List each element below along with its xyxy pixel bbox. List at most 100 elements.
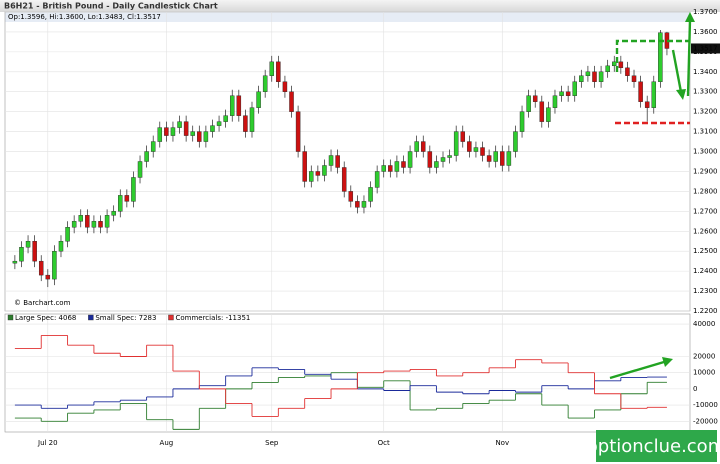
candle-body: [256, 91, 261, 108]
candle-body: [500, 151, 505, 166]
candle-body: [104, 215, 110, 228]
y-tick-label: 1.2200: [693, 307, 718, 315]
candle-body: [309, 171, 314, 182]
legend-swatch: [88, 314, 94, 321]
candle-body: [78, 215, 83, 222]
info-strip: [5, 12, 690, 22]
candle-body: [295, 111, 301, 152]
candle-body: [467, 141, 472, 152]
candle-body: [216, 121, 222, 126]
candle-body: [631, 75, 637, 82]
ohlc-info: Op:1.3596, Hi:1.3600, Lo:1.3483, Cl:1.35…: [8, 13, 161, 21]
y-tick-label: 20000: [693, 352, 715, 360]
resistance-line: [615, 39, 690, 72]
legend-label: Large Spec: 4068: [15, 314, 76, 322]
candle-body: [315, 171, 321, 176]
candle-body: [170, 127, 176, 136]
x-tick-label: Aug: [160, 439, 174, 447]
watermark-box: [596, 430, 717, 462]
x-tick-label: Sep: [265, 439, 279, 447]
candle-body: [592, 71, 597, 82]
y-tick-label: 1.3300: [693, 88, 718, 96]
candle-body: [388, 165, 393, 172]
candle-body: [243, 115, 248, 132]
candle-body: [341, 167, 347, 192]
candle-body: [440, 157, 446, 162]
candle-body: [124, 195, 130, 202]
candle-body: [65, 227, 70, 242]
candle-body: [58, 241, 64, 252]
arrow-up: [686, 19, 692, 97]
candle-body: [328, 155, 334, 166]
candle-body: [381, 165, 386, 172]
y-tick-label: 1.3400: [693, 68, 718, 76]
candle-body: [539, 101, 545, 122]
candle-body: [12, 260, 18, 264]
candle-body: [361, 201, 367, 208]
y-tick-label: 0: [693, 385, 697, 393]
candle-body: [302, 151, 307, 182]
candle-body: [52, 250, 57, 280]
cot-frame: [4, 313, 691, 433]
candle-body: [98, 221, 103, 228]
arrow-cot: [609, 360, 665, 380]
chart-title: B6H21 - British Pound - Daily Candlestic…: [4, 2, 218, 11]
candle-body: [374, 171, 380, 188]
watermark: optionclue.com: [587, 436, 720, 457]
candle-body: [236, 95, 242, 116]
arrow-head: [676, 89, 686, 100]
candle-body: [183, 121, 189, 136]
candle-body: [289, 91, 294, 112]
candle-body: [25, 241, 31, 248]
candle-body: [210, 125, 215, 132]
candle-body: [150, 141, 156, 152]
x-tick-label: Oct: [378, 439, 390, 447]
candle-body: [229, 95, 235, 116]
y-tick-label: 1.2300: [693, 287, 718, 295]
candle-body: [625, 67, 630, 76]
y-tick-label: 1.2700: [693, 207, 718, 215]
arrow-down: [671, 49, 683, 93]
price-frame: [4, 11, 691, 312]
candle-body: [71, 221, 77, 228]
candle-body: [190, 131, 195, 136]
candle-body: [453, 131, 459, 156]
candle-body: [19, 247, 24, 262]
candle-body: [249, 107, 255, 132]
candle-body: [565, 91, 571, 96]
candle-body: [493, 151, 498, 162]
arrow-head: [662, 357, 673, 367]
candle-body: [407, 151, 413, 168]
candle-body: [644, 101, 650, 108]
x-tick-label: Jul 20: [37, 439, 58, 447]
y-tick-label: 1.3200: [693, 108, 718, 116]
candle-body: [552, 95, 558, 108]
candle-body: [282, 81, 288, 92]
y-tick-label: -20000: [693, 417, 718, 425]
candle-body: [355, 201, 360, 208]
last-price-tag: [691, 43, 720, 54]
candle-body: [447, 155, 452, 158]
candle-body: [559, 91, 564, 96]
candle-body: [579, 75, 584, 82]
candle-body: [598, 71, 604, 82]
candle-body: [638, 81, 643, 102]
candle-body: [658, 32, 663, 82]
candle-body: [322, 165, 327, 176]
candle-body: [513, 131, 518, 152]
legend-label: Commercials: -11351: [175, 314, 250, 322]
y-tick-label: 1.3700: [693, 8, 718, 16]
y-tick-label: 1.2900: [693, 167, 718, 175]
candle-body: [434, 161, 439, 168]
candle-body: [91, 221, 97, 228]
candle-body: [368, 187, 373, 202]
annotations: [609, 12, 695, 380]
y-tick-label: 1.2400: [693, 267, 718, 275]
candle-body: [651, 81, 657, 108]
candle-body: [605, 65, 610, 72]
y-tick-label: 1.2500: [693, 247, 718, 255]
candle-body: [486, 155, 492, 162]
y-tick-label: 1.3100: [693, 128, 718, 136]
candle-body: [506, 151, 512, 166]
